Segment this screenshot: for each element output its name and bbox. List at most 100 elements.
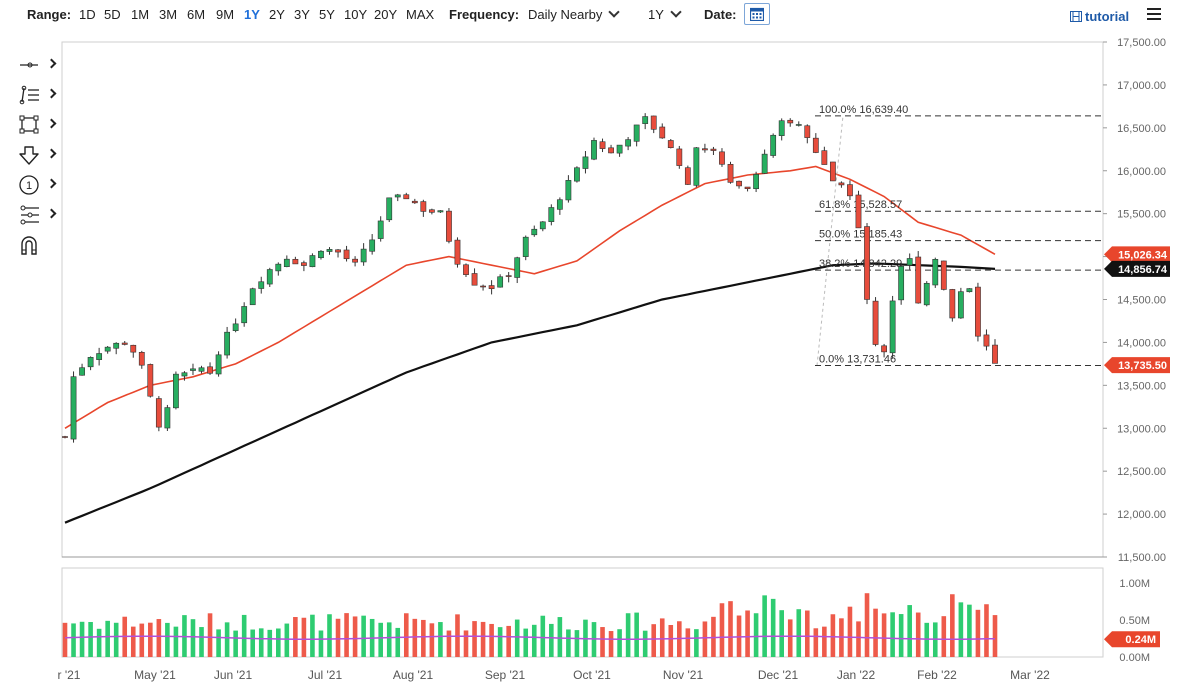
volume-tick-label: 1.00M bbox=[1119, 578, 1150, 590]
crosshair-icon bbox=[20, 62, 38, 68]
chevron-right-icon bbox=[46, 118, 57, 129]
frequency-dropdown[interactable]: Daily Nearby bbox=[528, 6, 621, 22]
range-3m[interactable]: 3M bbox=[159, 7, 178, 22]
volume-bar bbox=[173, 626, 179, 657]
candle-body bbox=[283, 258, 290, 268]
range-3y[interactable]: 3Y bbox=[294, 7, 310, 22]
candle-body bbox=[480, 285, 486, 288]
y-tick-label: 14,500.00 bbox=[1117, 295, 1166, 307]
price-tag-label: 14,856.74 bbox=[1118, 264, 1168, 276]
volume-bar bbox=[301, 617, 307, 657]
volume-bar bbox=[310, 614, 315, 657]
tool-annotation[interactable]: 1 bbox=[18, 174, 58, 196]
svg-text:1: 1 bbox=[26, 180, 32, 192]
tool-trend-line[interactable] bbox=[18, 84, 58, 106]
volume-bar bbox=[531, 624, 537, 657]
period-dropdown[interactable]: 1Y bbox=[648, 6, 682, 22]
tool-fibonacci[interactable] bbox=[18, 204, 58, 226]
candle-body bbox=[360, 248, 367, 263]
candle-body bbox=[992, 344, 998, 364]
candle-body bbox=[522, 236, 529, 257]
candle-body bbox=[190, 368, 196, 371]
tool-rectangle[interactable] bbox=[18, 114, 58, 136]
tool-crosshair[interactable] bbox=[18, 54, 58, 76]
candle-body bbox=[437, 210, 444, 213]
candle-body bbox=[795, 124, 802, 126]
candle-body bbox=[829, 161, 836, 182]
candle-body bbox=[369, 239, 376, 252]
volume-bar bbox=[207, 613, 213, 657]
candle-body bbox=[923, 282, 930, 306]
volume-bar bbox=[719, 603, 725, 657]
x-tick-label: Aug '21 bbox=[393, 668, 434, 682]
candle-body bbox=[173, 373, 179, 409]
range-10y[interactable]: 10Y bbox=[344, 7, 368, 22]
volume-bar bbox=[62, 622, 68, 657]
range-1d[interactable]: 1D bbox=[79, 7, 96, 22]
candle-body bbox=[514, 257, 521, 278]
volume-bar bbox=[335, 618, 341, 657]
candle-body bbox=[719, 151, 725, 165]
volume-bar bbox=[770, 598, 776, 657]
volume-bar bbox=[634, 612, 639, 657]
date-picker-button[interactable] bbox=[744, 3, 770, 25]
candle-body bbox=[676, 148, 683, 166]
candle-body bbox=[386, 197, 393, 221]
y-tick-label: 16,000.00 bbox=[1117, 166, 1166, 178]
volume-bar bbox=[762, 595, 767, 657]
date-label: Date: bbox=[704, 7, 737, 22]
arrow-down-icon bbox=[19, 146, 39, 165]
range-5y[interactable]: 5Y bbox=[319, 7, 335, 22]
tool-arrow[interactable] bbox=[18, 144, 58, 166]
fibonacci-level-label: 38.2% 14,842.29 bbox=[819, 258, 902, 270]
range-1m[interactable]: 1M bbox=[131, 7, 150, 22]
chevron-right-icon bbox=[46, 178, 57, 189]
candle-body bbox=[411, 200, 418, 204]
film-icon bbox=[1070, 11, 1082, 22]
candle-body bbox=[198, 367, 205, 372]
candle-body bbox=[454, 239, 461, 265]
candle-body bbox=[318, 250, 324, 259]
x-tick-label: Jul '21 bbox=[308, 668, 343, 682]
range-max[interactable]: MAX bbox=[406, 7, 435, 22]
moving-average-slow-line bbox=[64, 262, 996, 524]
range-5d[interactable]: 5D bbox=[104, 7, 121, 22]
volume-bar bbox=[139, 623, 145, 657]
tutorial-link[interactable]: tutorial bbox=[1070, 9, 1129, 24]
range-20y[interactable]: 20Y bbox=[374, 7, 398, 22]
volume-bar bbox=[446, 630, 452, 657]
candle-body bbox=[727, 164, 734, 183]
candle-body bbox=[881, 345, 887, 353]
y-tick-label: 11,500.00 bbox=[1118, 552, 1166, 564]
range-1y[interactable]: 1Y bbox=[244, 7, 260, 22]
fibonacci-level-label: 100.0% 16,639.40 bbox=[819, 104, 908, 116]
volume-bar bbox=[557, 617, 563, 657]
y-tick-label: 13,500.00 bbox=[1117, 380, 1166, 392]
candle-body bbox=[488, 285, 495, 290]
candle-body bbox=[130, 344, 137, 353]
range-9m[interactable]: 9M bbox=[216, 7, 235, 22]
candle-body bbox=[300, 262, 307, 266]
tool-magnet[interactable] bbox=[18, 234, 58, 256]
candle-body bbox=[155, 398, 162, 428]
menu-icon[interactable] bbox=[1147, 8, 1161, 20]
candle-body bbox=[659, 126, 666, 139]
candle-body bbox=[215, 354, 222, 375]
candle-body bbox=[292, 258, 299, 265]
candle-body bbox=[266, 269, 273, 285]
volume-tag bbox=[1104, 631, 1160, 648]
candle-body bbox=[932, 258, 939, 286]
volume-bar bbox=[642, 630, 648, 657]
candle-body bbox=[377, 220, 384, 239]
volume-bar bbox=[975, 609, 981, 657]
volume-bar bbox=[258, 628, 264, 657]
volume-bar bbox=[898, 614, 904, 657]
candle-body bbox=[591, 140, 597, 160]
candle-body bbox=[642, 116, 649, 124]
chevron-right-icon bbox=[46, 58, 57, 69]
range-2y[interactable]: 2Y bbox=[269, 7, 285, 22]
candle-body bbox=[232, 323, 239, 331]
range-6m[interactable]: 6M bbox=[187, 7, 206, 22]
candle-body bbox=[898, 266, 905, 301]
